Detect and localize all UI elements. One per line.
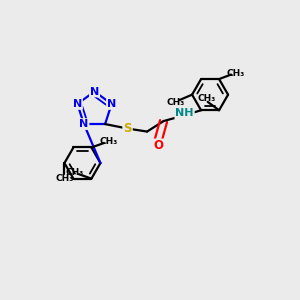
Text: CH₃: CH₃	[197, 94, 215, 103]
Text: CH₃: CH₃	[167, 98, 185, 107]
Text: N: N	[73, 99, 82, 109]
Text: CH₃: CH₃	[65, 168, 83, 177]
Text: O: O	[153, 140, 163, 152]
Text: CH₃: CH₃	[55, 175, 74, 184]
Text: N: N	[107, 99, 116, 109]
Text: S: S	[123, 122, 132, 135]
Text: CH₃: CH₃	[99, 137, 118, 146]
Text: CH₃: CH₃	[226, 69, 245, 78]
Text: N: N	[79, 119, 88, 129]
Text: N: N	[90, 86, 99, 97]
Text: NH: NH	[175, 108, 194, 118]
